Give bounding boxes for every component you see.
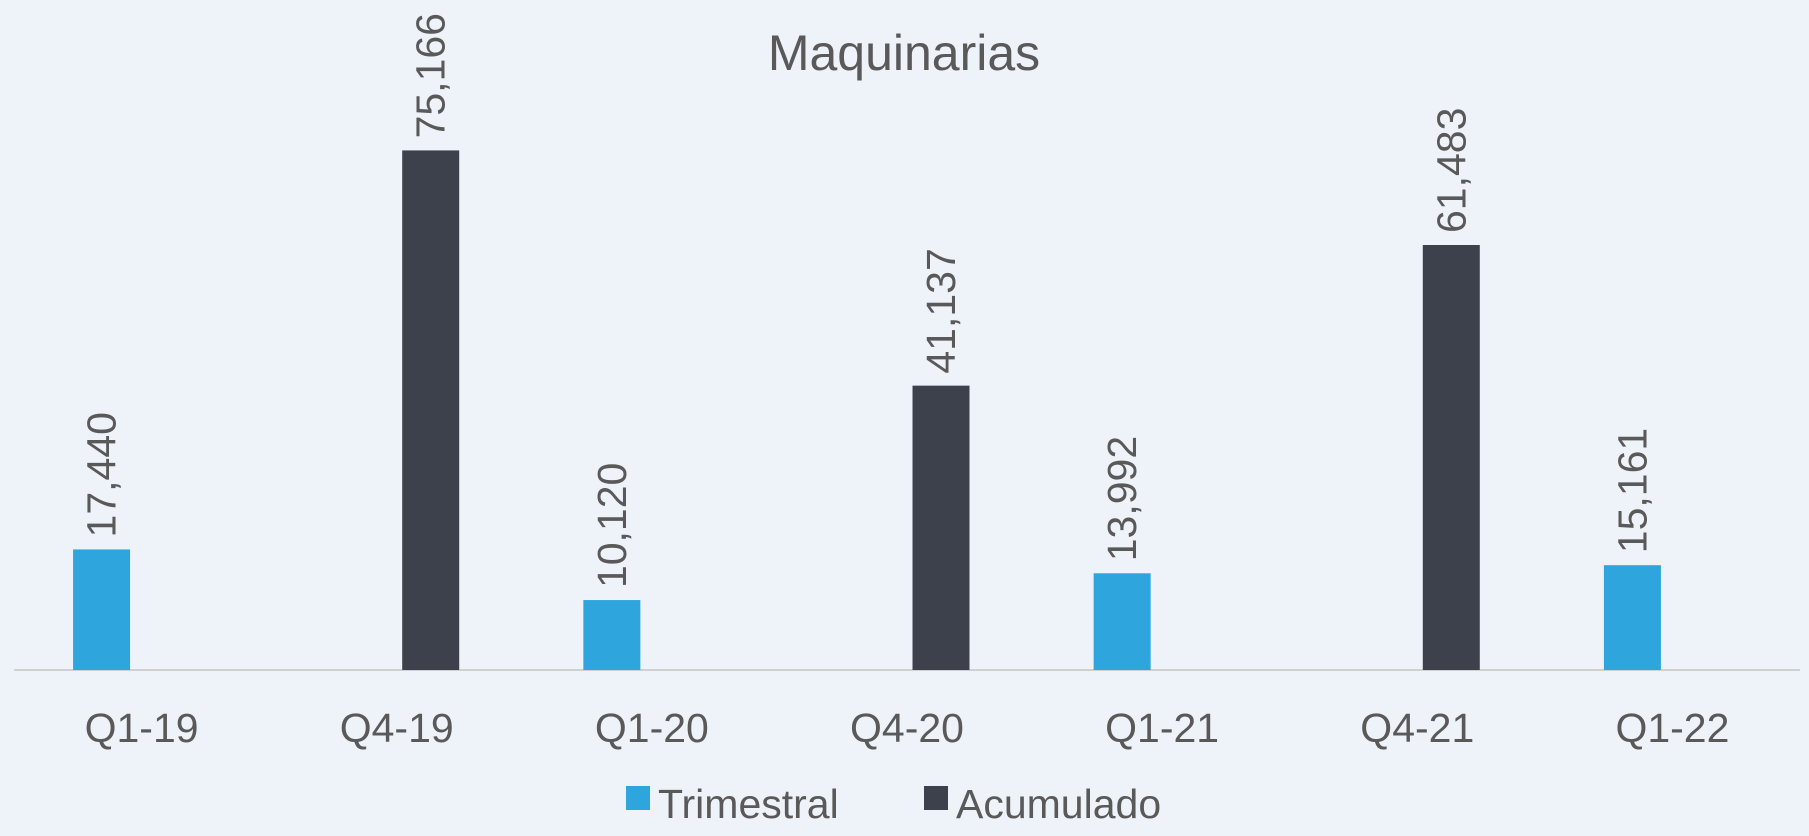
x-tick-label: Q1-21 (1105, 705, 1219, 751)
legend-swatch (924, 786, 948, 810)
x-tick-label: Q1-20 (595, 705, 709, 751)
bar (912, 385, 970, 670)
x-tick-label: Q1-22 (1615, 705, 1729, 751)
data-label: 10,120 (589, 463, 635, 588)
x-tick-label: Q4-21 (1360, 705, 1474, 751)
legend-label: Trimestral (658, 781, 839, 827)
bar (73, 549, 131, 670)
bar (1603, 565, 1661, 670)
data-label: 13,992 (1099, 436, 1145, 561)
x-tick-label: Q4-19 (340, 705, 454, 751)
legend-swatch (626, 786, 650, 810)
data-label: 75,166 (408, 13, 454, 138)
bar (1422, 244, 1480, 670)
data-label: 17,440 (79, 412, 125, 537)
data-label: 15,161 (1609, 428, 1655, 553)
x-tick-label: Q4-20 (850, 705, 964, 751)
chart-title: Maquinarias (768, 25, 1040, 81)
bar (402, 150, 460, 670)
bar (1093, 573, 1151, 670)
data-label: 41,137 (918, 248, 964, 373)
data-label: 61,483 (1428, 108, 1474, 233)
bar (583, 600, 641, 670)
legend-label: Acumulado (956, 781, 1161, 827)
x-tick-label: Q1-19 (85, 705, 199, 751)
